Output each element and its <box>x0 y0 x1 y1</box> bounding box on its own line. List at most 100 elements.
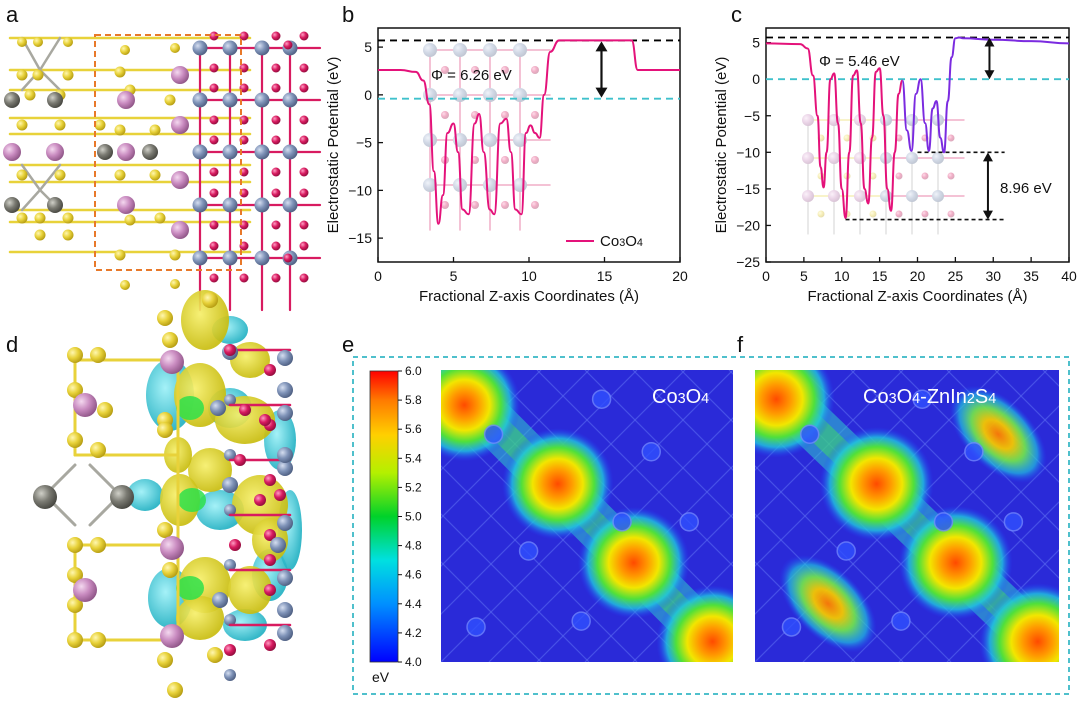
bond <box>20 188 42 212</box>
cobalt-atom <box>192 197 208 213</box>
oxygen-atom <box>234 454 246 466</box>
surface-atom <box>912 389 932 409</box>
cobalt-atom <box>423 43 437 57</box>
cobalt-atom <box>192 92 208 108</box>
oxygen-atom <box>501 156 509 164</box>
oxygen-atom <box>501 111 509 119</box>
sulfur-atom <box>67 567 83 583</box>
cobalt-atom <box>222 197 238 213</box>
bond <box>38 163 62 192</box>
work-function-label: Φ = 5.46 eV <box>819 53 900 70</box>
band-offset-label: 8.96 eV <box>1000 180 1052 197</box>
charge-accumulation-isosurface <box>176 576 204 600</box>
x-tick-label: 25 <box>948 268 964 284</box>
oxygen-atom <box>921 172 929 180</box>
sulfur-atom <box>114 124 126 136</box>
cobalt-atom <box>513 133 527 147</box>
surface-atom <box>612 512 632 532</box>
oxygen-atom <box>264 584 276 596</box>
oxygen-atom <box>209 135 219 145</box>
oxygen-atom <box>501 201 509 209</box>
cobalt-atom <box>254 92 270 108</box>
sulfur-atom <box>63 37 73 47</box>
oxygen-atom <box>271 241 281 251</box>
surface-atom <box>641 442 661 462</box>
y-tick-label: −5 <box>356 135 372 151</box>
oxygen-atom <box>895 172 903 180</box>
cobalt-atom <box>282 92 298 108</box>
arrow-head <box>595 41 608 52</box>
oxygen-atom <box>947 210 955 218</box>
cobalt-atom <box>222 250 238 266</box>
x-tick-label: 20 <box>672 268 688 284</box>
oxygen-atom <box>274 489 286 501</box>
cobalt-atom <box>224 394 236 406</box>
cobalt-atom <box>254 197 270 213</box>
sulfur-atom <box>843 134 851 142</box>
surface-atom <box>571 611 591 631</box>
colorbar-tick-label: 5.2 <box>405 480 422 494</box>
x-tick-label: 5 <box>800 268 808 284</box>
oxygen-atom <box>283 253 293 263</box>
cobalt-atom <box>224 614 236 626</box>
oxygen-atom <box>239 404 251 416</box>
indium-atom <box>117 143 135 161</box>
oxygen-atom <box>271 31 281 41</box>
charge-density-difference <box>33 290 302 698</box>
potential-hotspot <box>949 385 1047 484</box>
oxygen-atom <box>531 201 539 209</box>
indium-atom <box>171 66 189 84</box>
cobalt-atom <box>224 449 236 461</box>
map-title-heterojunction: Co3O4-ZnIn2S4 <box>863 386 996 408</box>
sulfur-atom <box>16 212 28 224</box>
x-tick-label: 10 <box>834 268 850 284</box>
potential-hotspot <box>656 585 733 662</box>
lattice-bond <box>755 370 904 519</box>
colorbar-tick-label: 5.0 <box>405 510 422 524</box>
lattice-bond <box>441 561 542 662</box>
oxygen-atom <box>299 115 309 125</box>
sulfur-atom <box>62 69 74 81</box>
x-tick-label: 40 <box>1061 268 1077 284</box>
charge-accumulation-isosurface <box>188 448 232 492</box>
bond <box>20 163 42 192</box>
sulfur-atom <box>207 647 223 663</box>
cobalt-atom <box>277 405 293 421</box>
y-axis-label: Electrostatic Potential (eV) <box>713 57 730 234</box>
surface-atom <box>466 617 486 637</box>
cobalt-atom <box>222 92 238 108</box>
panel-label-e: e <box>342 332 354 357</box>
sulfur-atom <box>120 45 130 55</box>
series-line-Co3O4 <box>766 42 904 220</box>
indium-atom <box>117 91 135 109</box>
x-tick-label: 0 <box>762 268 770 284</box>
cobalt-atom <box>932 152 944 164</box>
charge-accumulation-isosurface <box>181 290 229 350</box>
sulfur-atom <box>16 169 28 181</box>
watermark-text: 大数跨境 <box>44 675 108 694</box>
charge-accumulation-isosurface <box>228 566 272 614</box>
oxygen-atom <box>895 134 903 142</box>
cobalt-atom <box>277 447 293 463</box>
sulfur-atom <box>154 212 166 224</box>
x-tick-label: 30 <box>985 268 1001 284</box>
cobalt-atom <box>483 133 497 147</box>
oxygen-atom <box>299 31 309 41</box>
sulfur-atom <box>114 66 126 78</box>
oxygen-atom <box>271 63 281 73</box>
sulfur-atom <box>90 442 106 458</box>
zinc-atom <box>47 197 63 213</box>
y-tick-label: −10 <box>736 144 760 160</box>
cobalt-atom <box>282 197 298 213</box>
bond <box>38 68 62 92</box>
oxygen-atom <box>239 31 249 41</box>
oxygen-atom <box>209 188 219 198</box>
panel-label-d: d <box>6 332 18 357</box>
oxygen-atom <box>441 201 449 209</box>
colorbar-tick-label: 6.0 <box>405 364 422 378</box>
panel-label-f: f <box>737 332 744 357</box>
sulfur-atom <box>170 279 180 289</box>
y-tick-label: 5 <box>752 35 760 51</box>
sulfur-atom <box>16 69 28 81</box>
charge-accumulation-isosurface <box>176 596 224 640</box>
